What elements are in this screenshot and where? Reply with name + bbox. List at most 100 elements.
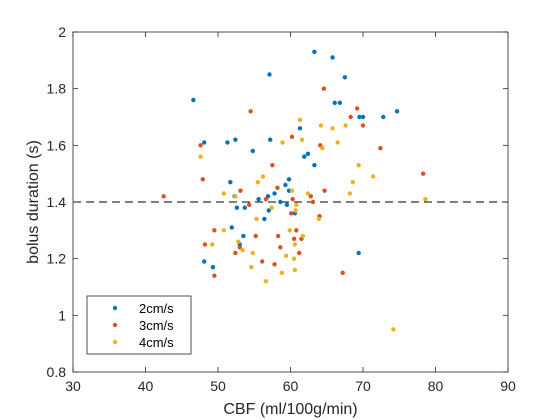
data-point: [297, 250, 302, 256]
data-point: [254, 216, 259, 222]
data-point: [263, 279, 269, 284]
data-point: [278, 199, 283, 205]
data-point: [289, 134, 295, 140]
data-point: [292, 267, 298, 273]
data-point: [250, 250, 255, 256]
legend-box: [86, 295, 192, 355]
data-point: [253, 233, 258, 239]
y-tick-label: 1: [58, 307, 66, 323]
data-point: [381, 114, 386, 120]
data-point: [340, 270, 345, 276]
data-point: [240, 247, 245, 253]
y-tick-label: 1.8: [47, 81, 67, 97]
data-point: [263, 196, 269, 202]
data-point: [289, 188, 295, 193]
data-point: [289, 211, 294, 216]
data-point: [322, 188, 327, 193]
data-point: [370, 174, 376, 179]
y-tick-label: 1.6: [47, 137, 67, 153]
y-axis-title: bolus duration (s): [25, 140, 42, 264]
data-point: [266, 208, 271, 213]
data-point: [300, 233, 306, 239]
series-3cm-s: [161, 86, 426, 278]
data-point: [237, 245, 242, 250]
data-point: [233, 137, 238, 142]
data-point: [275, 185, 280, 191]
data-point: [332, 100, 337, 106]
data-point: [343, 123, 348, 128]
data-point: [342, 75, 348, 80]
data-point: [229, 225, 234, 230]
data-point: [312, 49, 317, 55]
data-point: [249, 264, 254, 270]
data-point: [212, 273, 217, 278]
data-point: [283, 182, 288, 188]
data-point: [198, 154, 203, 159]
data-point: [225, 140, 230, 145]
data-point: [286, 177, 292, 182]
data-point: [297, 117, 303, 123]
data-point: [284, 202, 290, 208]
data-point: [287, 228, 292, 233]
legend-label: 3cm/s: [139, 318, 174, 333]
x-tick-label: 60: [283, 378, 299, 394]
x-tick-label: 50: [210, 378, 226, 394]
data-point: [291, 256, 297, 261]
legend-label: 4cm/s: [139, 335, 174, 350]
data-point: [337, 100, 342, 106]
data-point: [228, 179, 233, 185]
data-point: [233, 250, 238, 256]
data-point: [347, 191, 353, 196]
data-point: [356, 250, 361, 256]
data-point: [318, 123, 324, 128]
data-point: [279, 270, 284, 276]
data-point: [292, 242, 298, 247]
data-point: [302, 154, 307, 159]
y-tick-label: 0.8: [47, 364, 67, 380]
data-points-layer: [161, 49, 428, 332]
data-point: [198, 143, 203, 148]
data-point: [280, 140, 285, 145]
data-point: [210, 242, 215, 247]
y-tick-label: 1.2: [47, 251, 67, 267]
data-point: [321, 86, 327, 91]
data-point: [291, 236, 297, 242]
data-point: [299, 137, 305, 142]
data-point: [255, 179, 261, 185]
legend: 2cm/s 3cm/s 4cm/s: [86, 295, 192, 355]
y-tick-label: 2: [58, 24, 66, 40]
data-point: [270, 162, 275, 168]
data-point: [350, 179, 356, 185]
y-tick-label: 1.4: [47, 194, 67, 210]
legend-marker: [112, 339, 118, 345]
data-point: [316, 216, 321, 222]
series-4cm-s: [198, 117, 428, 332]
data-point: [335, 140, 340, 145]
data-point: [308, 194, 313, 199]
data-point: [241, 233, 246, 239]
x-tick-label: 80: [428, 378, 444, 394]
data-point: [356, 162, 361, 168]
data-point: [260, 174, 266, 179]
data-point: [234, 205, 240, 210]
data-point: [378, 145, 383, 151]
data-point: [360, 123, 366, 128]
data-point: [260, 259, 265, 264]
data-point: [202, 259, 207, 264]
data-point: [191, 97, 196, 103]
series-2cm-s: [191, 49, 400, 270]
data-point: [269, 205, 274, 210]
data-point: [262, 216, 267, 222]
data-point: [246, 202, 252, 208]
data-point: [293, 208, 298, 213]
data-point: [310, 199, 316, 205]
data-point: [305, 191, 311, 196]
data-point: [242, 205, 248, 210]
data-point: [233, 194, 238, 199]
data-point: [256, 196, 261, 202]
data-point: [248, 109, 253, 114]
data-point: [200, 177, 205, 182]
data-point: [423, 196, 428, 202]
